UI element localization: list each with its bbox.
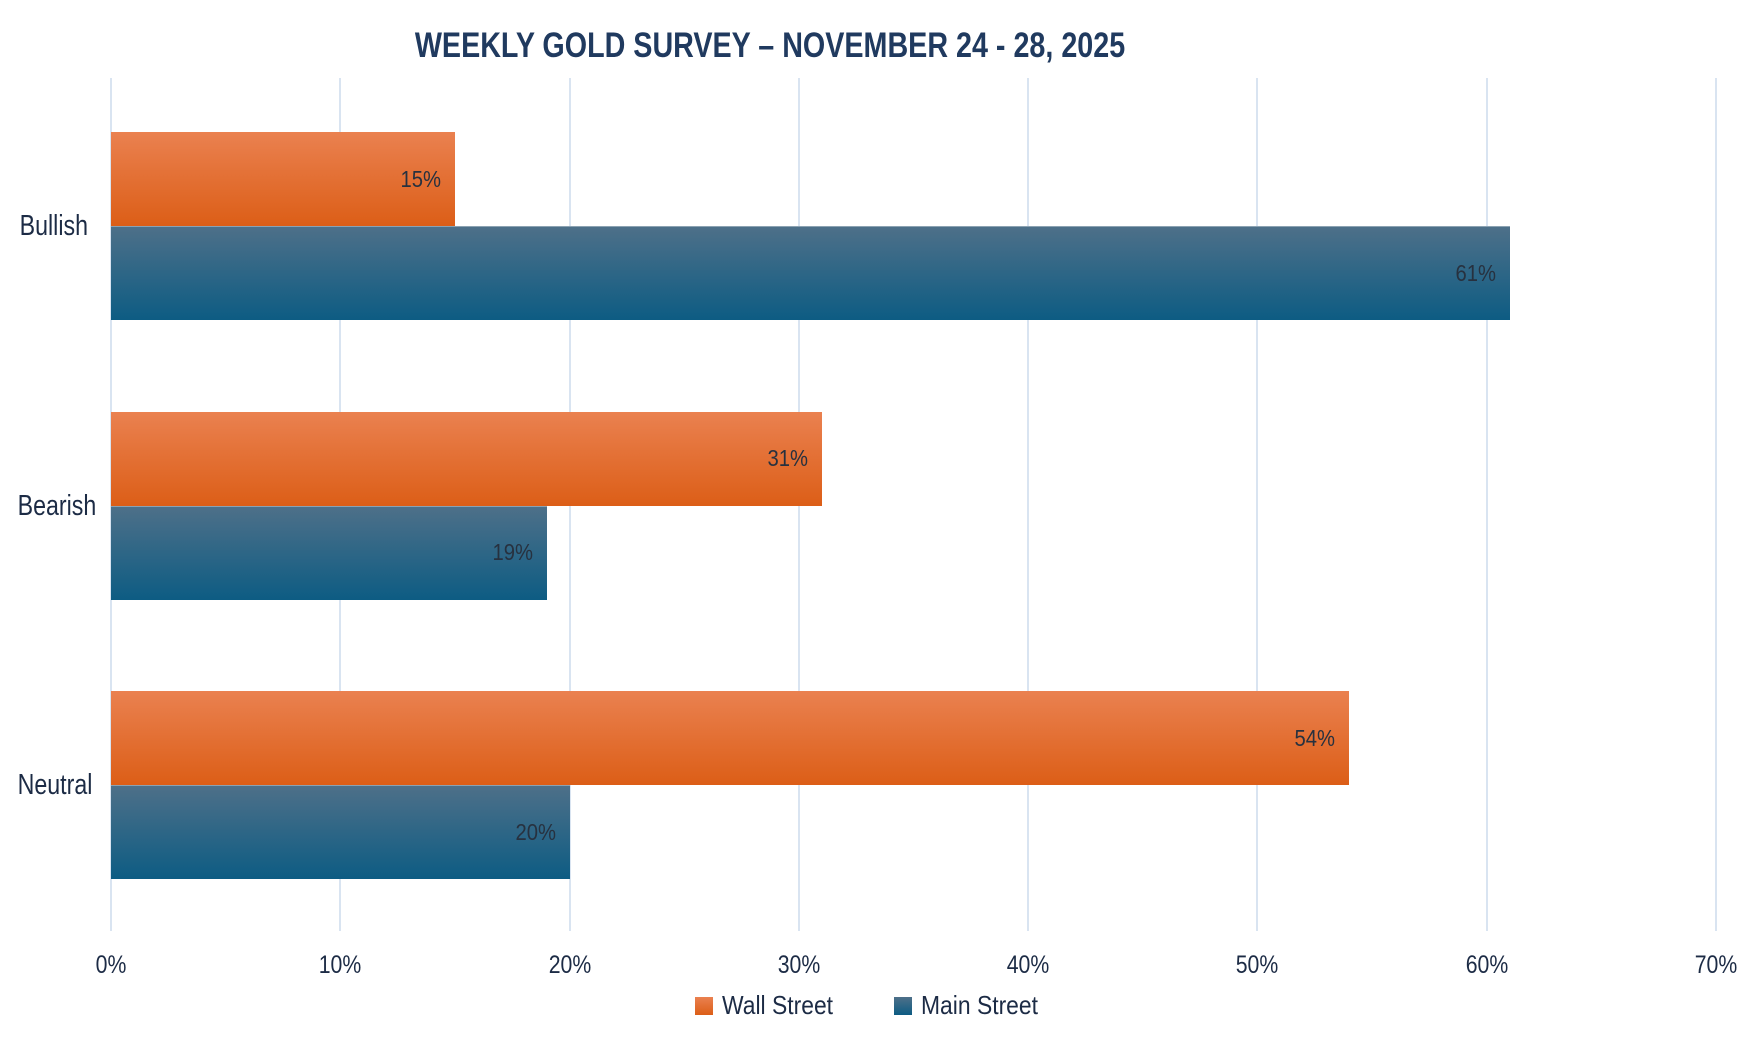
bar-value-label-wall-street-bearish: 31% xyxy=(767,445,808,471)
bar-value-label-main-street-neutral: 20% xyxy=(515,818,556,845)
legend-label-wall-street: Wall Street xyxy=(721,990,833,1020)
legend-item-wall-street: Wall Street xyxy=(694,990,848,1021)
bar-value-label-wall-street-bullish: 15% xyxy=(400,165,441,192)
category-label-bullish: Bullish xyxy=(19,210,89,242)
x-tick-label-10-: 10% xyxy=(319,951,362,979)
gridline xyxy=(1485,78,1488,931)
x-tick-label-60-: 60% xyxy=(1465,951,1508,979)
x-tick-label-20-: 20% xyxy=(548,951,591,979)
bar-wall-street-bearish: 31% xyxy=(111,411,822,506)
bar-wall-street-bullish: 15% xyxy=(111,132,455,226)
category-label-neutral: Neutral xyxy=(17,769,93,801)
bar-value-label-main-street-bullish: 61% xyxy=(1455,259,1496,286)
legend-swatch-main-street xyxy=(894,996,913,1015)
gridline xyxy=(1256,78,1259,931)
bar-main-street-bullish: 61% xyxy=(111,226,1510,320)
legend-swatch-wall-street xyxy=(694,996,713,1015)
legend: Wall Street Main Street xyxy=(0,990,1749,1021)
bar-value-label-main-street-bearish: 19% xyxy=(492,539,533,565)
x-tick-label-50-: 50% xyxy=(1236,951,1279,979)
legend-label-main-street: Main Street xyxy=(921,990,1039,1020)
gridline xyxy=(1715,78,1717,931)
bar-wall-street-neutral: 54% xyxy=(111,691,1350,785)
chart-title: WEEKLY GOLD SURVEY – NOVEMBER 24 - 28, 2… xyxy=(414,26,1126,65)
bar-main-street-bearish: 19% xyxy=(111,505,547,600)
legend-item-main-street: Main Street xyxy=(894,990,1054,1021)
bar-value-label-wall-street-neutral: 54% xyxy=(1294,724,1336,751)
gridline xyxy=(1027,78,1030,931)
x-tick-label-40-: 40% xyxy=(1006,951,1050,979)
bar-main-street-neutral: 20% xyxy=(111,785,570,879)
x-tick-label-30-: 30% xyxy=(777,951,821,979)
category-label-bearish: Bearish xyxy=(17,489,97,522)
x-tick-label-70-: 70% xyxy=(1694,951,1738,979)
x-tick-label-0-: 0% xyxy=(95,951,127,979)
